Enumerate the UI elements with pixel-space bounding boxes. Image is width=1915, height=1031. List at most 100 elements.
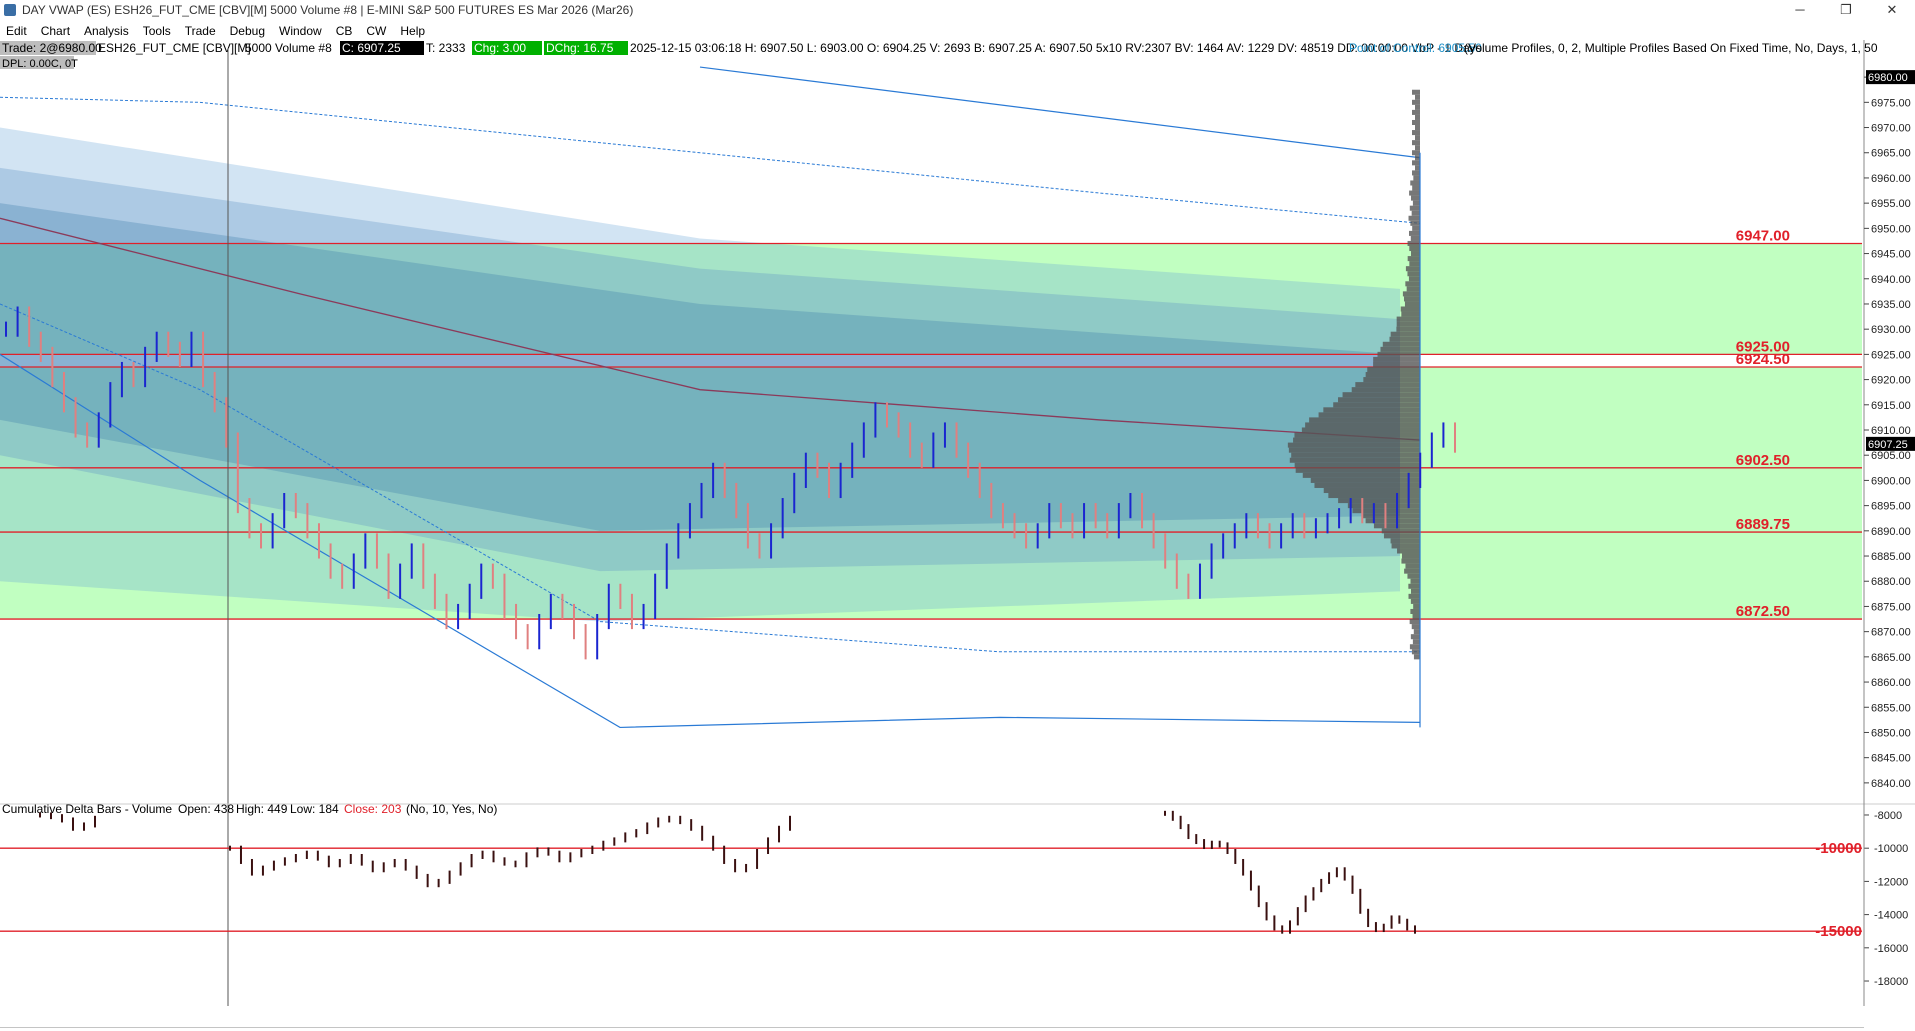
menu-analysis[interactable]: Analysis (84, 24, 129, 38)
volume-profile-bar (1415, 114, 1420, 120)
price-tick-label: 6960.00 (1871, 173, 1911, 185)
volume-profile-bar (1412, 119, 1420, 126)
volume-profile-bar (1402, 291, 1420, 297)
volume-profile-bar (1401, 558, 1420, 564)
volume-profile-bar (1389, 336, 1420, 342)
volume-profile-bar (1390, 538, 1420, 544)
volume-profile-bar (1412, 89, 1420, 95)
volume-profile-bar (1411, 195, 1420, 201)
volume-profile-bar (1355, 382, 1420, 388)
volume-profile-bar (1412, 170, 1420, 176)
price-tick-label: 6840.00 (1871, 778, 1911, 790)
price-tick-label: 6975.00 (1871, 97, 1911, 109)
vwap-band (0, 167, 1400, 572)
volume-profile-bar (1363, 377, 1420, 383)
level-label: 6872.50 (1736, 603, 1790, 620)
vwap-lower-band (0, 303, 1420, 653)
volume-profile-bar (1405, 281, 1420, 287)
price-chart[interactable]: Trade: 2@6980.00 ESH26_FUT_CME [CBV][M] … (0, 40, 1915, 1031)
volume-profile-bar (1409, 644, 1420, 650)
volume-profile-bar (1302, 472, 1420, 478)
price-tick-label: 6950.00 (1871, 223, 1911, 235)
delta-tick-label: -10000 (1874, 843, 1908, 855)
chart-window: Trade: 2@6980.00 ESH26_FUT_CME [CBV][M] … (0, 40, 1915, 1031)
volume-profile-bar (1391, 543, 1420, 549)
volume-profile-bar (1408, 215, 1420, 221)
volume-profile-bar (1373, 361, 1420, 367)
volume-profile-bar (1410, 578, 1420, 584)
price-axis[interactable]: 6907.25 6980.00 6975.00 6970.00 6965.00 6960.… (1863, 40, 1915, 1006)
volume-profile-bar (1409, 190, 1420, 196)
volume-profile-bar (1412, 140, 1420, 146)
volume-profile-bar (1407, 271, 1420, 277)
volume-profile-bar (1400, 306, 1420, 312)
maximize-button[interactable]: ❐ (1840, 2, 1852, 17)
volume-profile-bar (1413, 654, 1420, 660)
volume-profile-bar (1412, 225, 1420, 231)
menu-window[interactable]: Window (279, 24, 322, 38)
volume-profile-bar (1328, 493, 1420, 499)
menu-cb[interactable]: CB (335, 24, 353, 38)
header-poc: Point of Control: 6905.50 (1349, 41, 1482, 55)
volume-profile-bar (1351, 387, 1420, 393)
volume-profile-bar (1412, 130, 1420, 136)
volume-profile-bar (1412, 99, 1420, 105)
volume-profile-bar (1415, 135, 1420, 141)
volume-profile-bar (1367, 366, 1420, 373)
volume-profile-bar (1301, 427, 1420, 433)
volume-profile-bar (1294, 432, 1420, 438)
header-study: (Volume Profiles, 0, 2, Multiple Profile… (1464, 41, 1878, 55)
volume-profile-bar (1377, 351, 1420, 357)
volume-profile-bar (1318, 412, 1420, 418)
volume-profile-bar (1305, 422, 1420, 428)
volume-profile-bar (1410, 608, 1420, 614)
delta-tick-label: -14000 (1874, 910, 1908, 922)
volume-profile-bar (1409, 261, 1420, 267)
menu-cw[interactable]: CW (366, 24, 387, 38)
volume-profile-bar (1409, 205, 1420, 211)
volume-profile-bar (1412, 109, 1420, 115)
volume-profile-bar (1411, 624, 1420, 630)
delta-pane[interactable]: Cumulative Delta Bars - Volume Open: 438 H… (0, 802, 1915, 988)
volume-profile-bar (1401, 553, 1420, 559)
menu-edit[interactable]: Edit (6, 24, 27, 38)
minimize-button[interactable]: ─ (1795, 2, 1805, 17)
menu-trade[interactable]: Trade (184, 24, 216, 38)
top-price-box (1866, 70, 1915, 85)
volume-profile-bar (1382, 341, 1420, 347)
header-symbol: ESH26_FUT_CME [CBV][M] (98, 41, 251, 55)
volume-profile-bar (1293, 437, 1420, 443)
volume-profile-bar (1411, 649, 1420, 655)
volume-profile-bar (1406, 286, 1420, 292)
price-tick-label: 6930.00 (1871, 324, 1911, 336)
last-price-value: 6907.25 (1868, 439, 1908, 451)
vwap-upper-band-2 (699, 66, 1421, 159)
volume-profile-bar (1404, 301, 1420, 307)
close-button[interactable]: ✕ (1886, 2, 1898, 17)
menu-tools[interactable]: Tools (142, 24, 171, 38)
price-tick-label: 6945.00 (1871, 249, 1911, 261)
price-tick-label: 6890.00 (1871, 526, 1911, 538)
menu-chart[interactable]: Chart (40, 24, 71, 38)
volume-profile-bar (1338, 397, 1420, 403)
menu-help[interactable]: Help (400, 24, 426, 38)
volume-profile-bar (1390, 331, 1420, 337)
price-tick-label: 6855.00 (1871, 702, 1911, 714)
delta-level-label: -15000 (1815, 923, 1862, 940)
volume-profile-bar (1396, 321, 1420, 327)
level-label: 6889.75 (1736, 516, 1790, 533)
header-trade: Trade: 2@6980.00 (2, 41, 102, 55)
volume-profile-bar (1407, 240, 1420, 246)
volume-profile-bar (1408, 583, 1420, 589)
level-label: 6925.00 (1736, 338, 1790, 355)
volume-profile-bar (1396, 316, 1420, 322)
menu-debug[interactable]: Debug (229, 24, 266, 38)
volume-profile-bar (1323, 487, 1420, 494)
price-tick-label: 6925.00 (1871, 349, 1911, 361)
header-dpl: DPL: 0.00C, 0T (2, 58, 78, 70)
volume-profile-bar (1347, 503, 1420, 509)
volume-profile-bar (1413, 175, 1420, 181)
volume-profile-bar (1409, 230, 1420, 236)
volume-profile-bar (1288, 447, 1420, 453)
